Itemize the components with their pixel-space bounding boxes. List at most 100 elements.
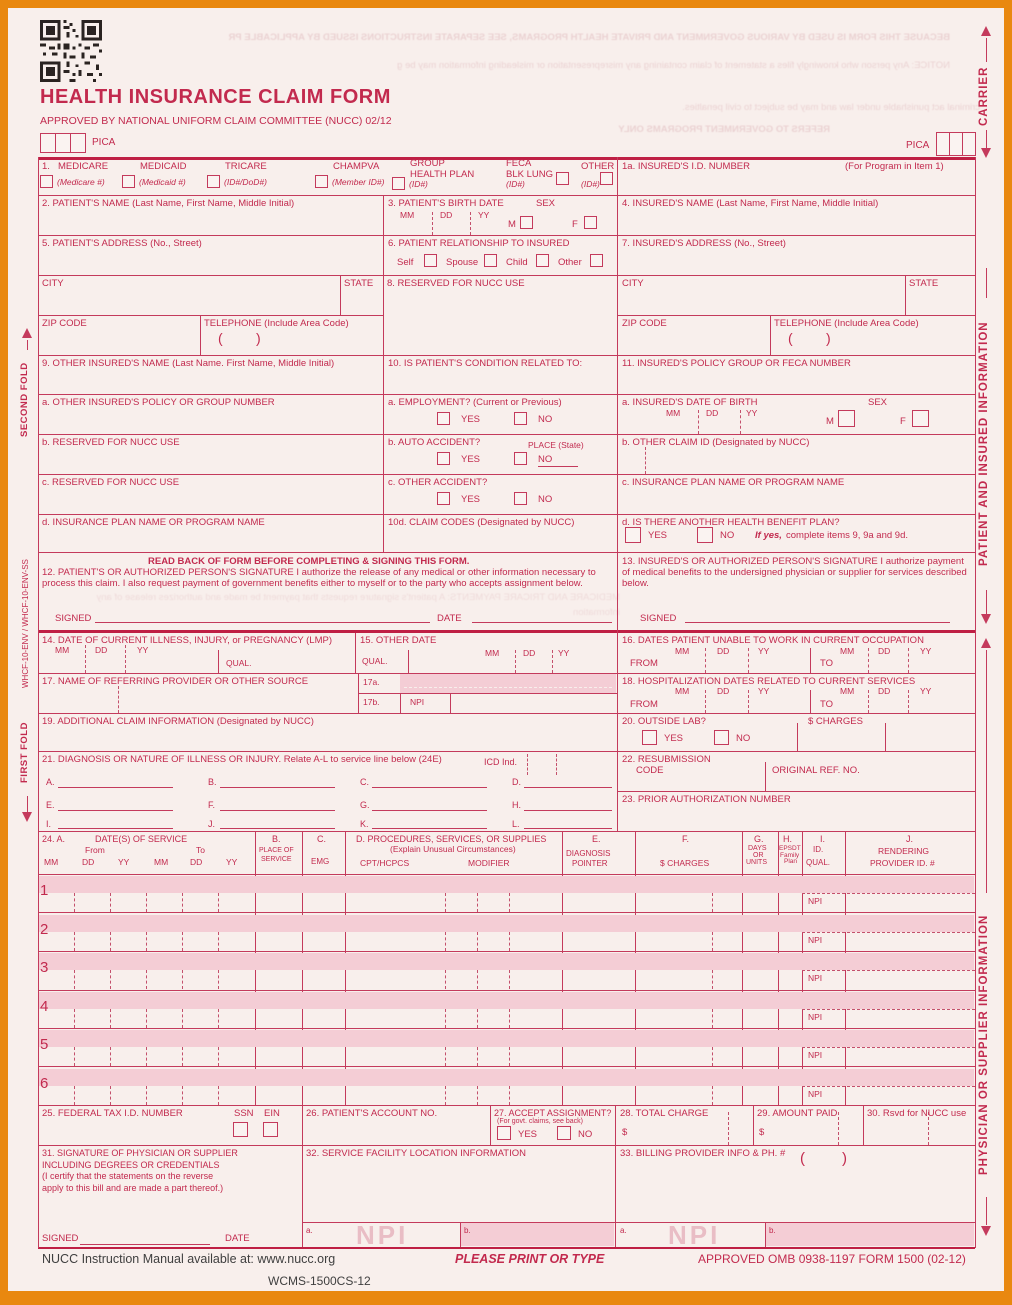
paren: ( — [788, 330, 793, 346]
box2-label: 2. PATIENT'S NAME (Last Name, First Name… — [42, 198, 295, 209]
t24-or-label: OR — [753, 852, 764, 859]
outside-lab-yes-checkbox[interactable] — [642, 730, 657, 745]
pica-box-3[interactable] — [70, 133, 86, 153]
relationship-spouse-checkbox[interactable] — [484, 254, 497, 267]
other-accident-no-checkbox[interactable] — [514, 492, 527, 505]
service-row[interactable]: 1 NPI — [38, 874, 975, 912]
box22-label: 22. RESUBMISSION — [622, 754, 711, 765]
box3-mm: MM — [400, 210, 415, 220]
accept-assignment-no-checkbox[interactable] — [557, 1126, 571, 1140]
service-row[interactable]: 3 NPI — [38, 951, 975, 989]
auto-accident-yes-checkbox[interactable] — [437, 452, 450, 465]
box11a-sex-label: SEX — [868, 397, 888, 408]
box10-label: 10. IS PATIENT'S CONDITION RELATED TO: — [388, 358, 583, 369]
physician-arrow-down-icon — [981, 1226, 991, 1236]
t24-d2-label: (Explain Unusual Circumstances) — [390, 844, 516, 854]
other-plan-checkbox[interactable] — [600, 172, 613, 185]
box11a-f: F — [900, 416, 906, 427]
pica-box-4[interactable] — [936, 132, 950, 156]
box1-group-sub: (ID#) — [409, 179, 428, 189]
box17b-label: 17b. — [363, 697, 380, 707]
service-line-number: 1 — [40, 882, 49, 899]
box31-label: 31. SIGNATURE OF PHYSICIAN OR SUPPLIER I… — [42, 1148, 238, 1194]
t24-f-label: F. — [682, 834, 690, 844]
bleedthrough-text: MEDICARE AND TRICARE PAYMENTS: A patient… — [96, 592, 620, 619]
box1-feca-sub: (ID#) — [506, 179, 525, 189]
relationship-child-checkbox[interactable] — [536, 254, 549, 267]
relationship-other-checkbox[interactable] — [590, 254, 603, 267]
service-line-number: 2 — [40, 920, 49, 938]
t24-dd2: DD — [190, 857, 203, 867]
sex-female-checkbox[interactable] — [584, 216, 597, 229]
service-row[interactable]: 2 NPI — [38, 913, 975, 951]
pica-box-1[interactable] — [40, 133, 56, 153]
insured-city-label: CITY — [622, 278, 644, 289]
sex-male-checkbox[interactable] — [520, 216, 533, 229]
box12-date-label: DATE — [437, 613, 462, 624]
signature-line — [80, 1244, 210, 1245]
employment-yes-checkbox[interactable] — [437, 412, 450, 425]
box27-no: NO — [578, 1129, 593, 1140]
accept-assignment-yes-checkbox[interactable] — [497, 1126, 511, 1140]
feca-blk-lung-checkbox[interactable] — [556, 172, 569, 185]
pica-box-5[interactable] — [949, 132, 963, 156]
paren: ) — [256, 330, 261, 346]
medicaid-checkbox[interactable] — [122, 175, 135, 188]
box26-label: 26. PATIENT'S ACCOUNT NO. — [306, 1108, 438, 1119]
carrier-arrow-down-icon — [981, 148, 991, 158]
service-row[interactable]: 5 NPI — [38, 1028, 975, 1066]
box15-yy: YY — [558, 648, 570, 658]
t24-cpt-label: CPT/HCPCS — [360, 858, 410, 868]
box16-mm1: MM — [675, 646, 690, 656]
box33b-shaded-field[interactable] — [766, 1223, 974, 1246]
box10d-label: 10d. CLAIM CODES (Designated by NUCC) — [388, 517, 575, 528]
pica-box-6[interactable] — [962, 132, 976, 156]
t24-g-label: G. — [754, 834, 764, 844]
diag-letter-e: E. — [46, 800, 55, 810]
box11-label: 11. INSURED'S POLICY GROUP OR FECA NUMBE… — [622, 358, 851, 369]
box13-signed-label: SIGNED — [640, 613, 677, 624]
auto-accident-no-checkbox[interactable] — [514, 452, 527, 465]
service-line-number: 5 — [40, 1036, 49, 1053]
box18-yy1: YY — [758, 686, 770, 696]
outside-lab-no-checkbox[interactable] — [714, 730, 729, 745]
paren: ( — [218, 330, 223, 346]
ssn-checkbox[interactable] — [233, 1122, 248, 1137]
medicare-checkbox[interactable] — [40, 175, 53, 188]
other-accident-yes-checkbox[interactable] — [437, 492, 450, 505]
tricare-checkbox[interactable] — [207, 175, 220, 188]
patient-insured-line — [986, 268, 988, 298]
service-row[interactable]: 4 NPI — [38, 990, 975, 1028]
insured-sex-male-checkbox[interactable] — [838, 410, 855, 427]
diag-letter-j: J. — [208, 819, 216, 829]
box14-label: 14. DATE OF CURRENT ILLNESS, INJURY, or … — [42, 635, 332, 646]
box32b-shaded-field[interactable] — [461, 1223, 614, 1246]
group-health-plan-checkbox[interactable] — [392, 177, 405, 190]
box15-qual: QUAL. — [362, 656, 388, 666]
relationship-self-checkbox[interactable] — [424, 254, 437, 267]
box9d-label: d. INSURANCE PLAN NAME OR PROGRAM NAME — [42, 517, 265, 528]
box32-a-label: a. — [306, 1226, 313, 1235]
ein-checkbox[interactable] — [263, 1122, 278, 1137]
pica-box-2[interactable] — [55, 133, 71, 153]
t24-provider-label: PROVIDER ID. # — [870, 858, 935, 868]
champva-checkbox[interactable] — [315, 175, 328, 188]
box11d-ifyes: If yes, — [755, 530, 782, 541]
t24-j-label: J. — [906, 834, 914, 844]
box27-label: 27. ACCEPT ASSIGNMENT? — [494, 1108, 612, 1118]
diag-letter-d: D. — [512, 777, 521, 787]
box10a-label: a. EMPLOYMENT? (Current or Previous) — [388, 397, 562, 408]
other-benefit-no-checkbox[interactable] — [697, 527, 713, 543]
box17a-shaded-field[interactable] — [400, 674, 616, 693]
diag-letter-b: B. — [208, 777, 217, 787]
service-line-number: 3 — [40, 959, 49, 976]
diag-letter-k: K. — [360, 819, 369, 829]
service-row[interactable]: 6 NPI — [38, 1067, 975, 1105]
footer-form-code: WCMS-1500CS-12 — [268, 1274, 371, 1288]
employment-no-checkbox[interactable] — [514, 412, 527, 425]
box16-from: FROM — [630, 658, 658, 669]
box21-label: 21. DIAGNOSIS OR NATURE OF ILLNESS OR IN… — [42, 754, 442, 765]
other-benefit-yes-checkbox[interactable] — [625, 527, 641, 543]
second-fold-arrow-up-icon — [22, 328, 32, 338]
insured-sex-female-checkbox[interactable] — [912, 410, 929, 427]
